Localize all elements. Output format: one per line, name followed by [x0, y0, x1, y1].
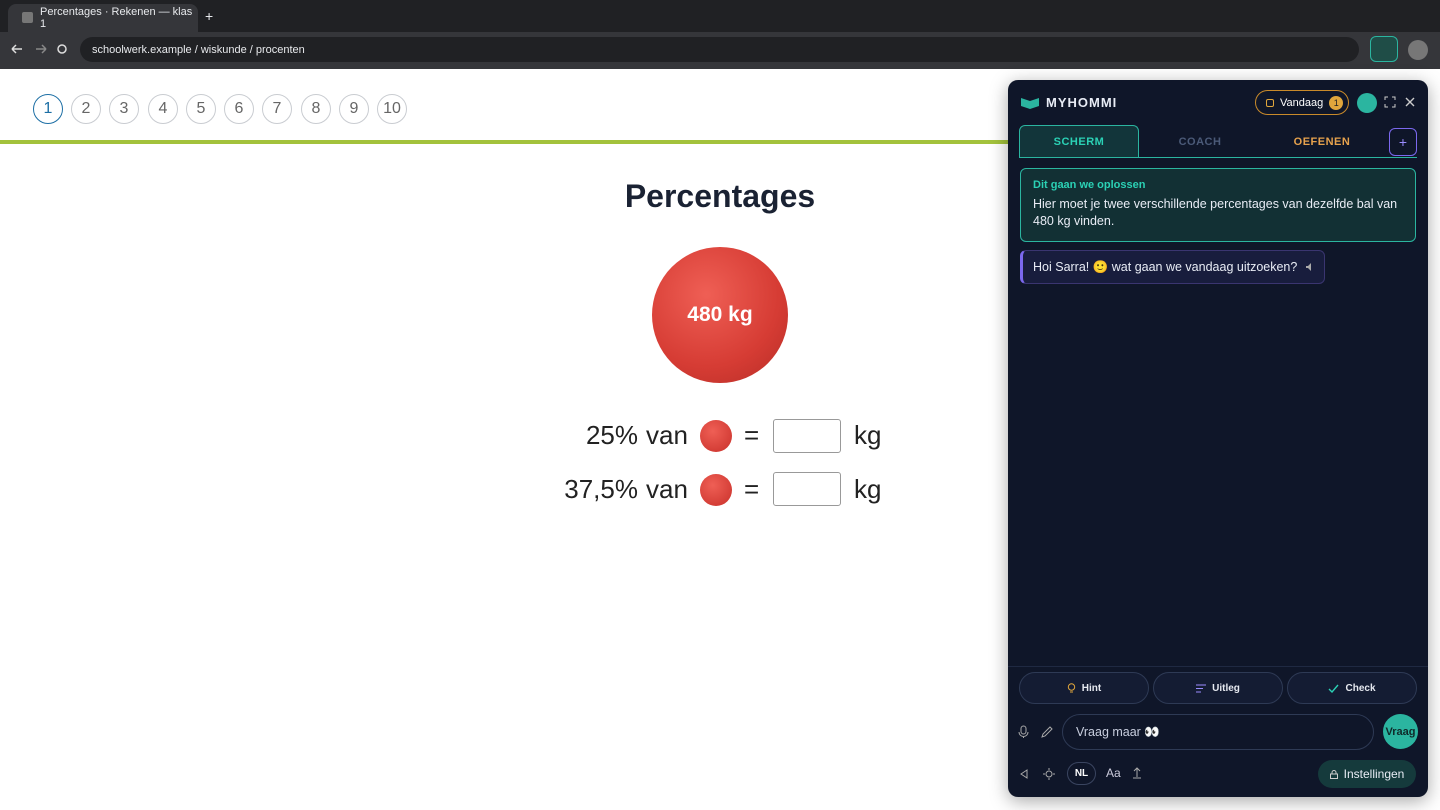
send-button[interactable]: Vraag [1383, 714, 1418, 749]
tab[interactable]: COACH [1178, 135, 1222, 148]
unit: kg [854, 419, 882, 450]
page-number[interactable]: 6 [224, 94, 254, 124]
page-number[interactable]: 1 [33, 94, 63, 124]
answer-input[interactable] [773, 419, 841, 453]
separator [1008, 666, 1428, 667]
language-button[interactable]: NL [1067, 762, 1096, 785]
avatar[interactable] [1357, 93, 1377, 113]
settings-label: Instellingen [1343, 767, 1405, 781]
favicon [22, 12, 33, 23]
page-number[interactable]: 4 [148, 94, 178, 124]
percent: 37,5% [564, 473, 638, 504]
tab-line [1019, 157, 1417, 158]
chat-input[interactable]: Vraag maar 👀 [1062, 714, 1374, 750]
divider [0, 140, 1010, 144]
equals: = [744, 419, 760, 450]
exercise-row: 37,5% [480, 469, 638, 509]
today-count: 1 [1329, 95, 1344, 110]
ball-icon [700, 420, 732, 452]
ball: 480 kg [652, 247, 788, 383]
equals: = [744, 473, 760, 504]
input-placeholder: Vraag maar 👀 [1076, 724, 1160, 739]
answer-input[interactable] [773, 472, 841, 506]
ball-label: 480 kg [687, 303, 753, 326]
message-text: Hoi Sarra! 🙂 wat gaan we vandaag uitzoek… [1033, 259, 1298, 274]
action-label: Check [1345, 682, 1376, 694]
van-word: van [646, 419, 688, 450]
check-button[interactable]: Check [1287, 672, 1417, 704]
card-title: Dit gaan we oplossen [1033, 179, 1146, 191]
logo [1021, 98, 1039, 109]
page-number[interactable]: 8 [301, 94, 331, 124]
input-tools[interactable] [1018, 725, 1054, 739]
extension-icon[interactable] [1370, 36, 1398, 62]
settings-button[interactable]: Instellingen [1318, 760, 1416, 788]
unit: kg [854, 473, 882, 504]
percent: 25% [585, 419, 638, 450]
add-tab[interactable]: + [1389, 128, 1417, 156]
footer-tools[interactable] [1018, 767, 1058, 781]
address-bar[interactable]: schoolwerk.example / wiskunde / procente… [80, 37, 1359, 62]
explain-button[interactable]: Uitleg [1153, 672, 1283, 704]
new-tab[interactable]: + [205, 8, 214, 24]
url: schoolwerk.example / wiskunde / procente… [92, 43, 305, 56]
page-number[interactable]: 9 [339, 94, 369, 124]
chat-message: Hoi Sarra! 🙂 wat gaan we vandaag uitzoek… [1020, 250, 1325, 284]
tab[interactable]: SCHERM [1019, 125, 1139, 158]
browser-tab[interactable]: Percentages · Rekenen — klas 1 [8, 4, 198, 32]
page-number[interactable]: 3 [109, 94, 139, 124]
tab-bar [0, 0, 1440, 32]
exercise-row: 25% [480, 415, 645, 455]
task-card: Dit gaan we oplossen Hier moet je twee v… [1020, 168, 1416, 242]
action-label: Uitleg [1212, 682, 1240, 694]
tab-title: Percentages · Rekenen — klas 1 [40, 6, 193, 30]
nav-buttons[interactable] [8, 41, 72, 57]
window-controls[interactable] [1384, 96, 1420, 108]
today-button[interactable]: Vandaag 1 [1255, 90, 1349, 115]
font-button[interactable]: Aa [1106, 766, 1121, 780]
page-number[interactable]: 2 [71, 94, 101, 124]
hint-button[interactable]: Hint [1019, 672, 1149, 704]
exercise-title: Percentages [624, 178, 816, 214]
action-label: Hint [1081, 682, 1102, 694]
tab[interactable]: OEFENEN [1293, 135, 1351, 148]
upload-button[interactable] [1132, 767, 1142, 779]
page-number[interactable]: 5 [186, 94, 216, 124]
page-number[interactable]: 10 [377, 94, 407, 124]
page-number[interactable]: 7 [262, 94, 292, 124]
ball-icon [700, 474, 732, 506]
today-label: Vandaag [1280, 96, 1324, 109]
card-text: Hier moet je twee verschillende percenta… [1033, 197, 1398, 228]
van-word: van [646, 473, 688, 504]
profile[interactable] [1408, 40, 1428, 60]
assistant-name: MYHOMMI [1046, 95, 1118, 110]
